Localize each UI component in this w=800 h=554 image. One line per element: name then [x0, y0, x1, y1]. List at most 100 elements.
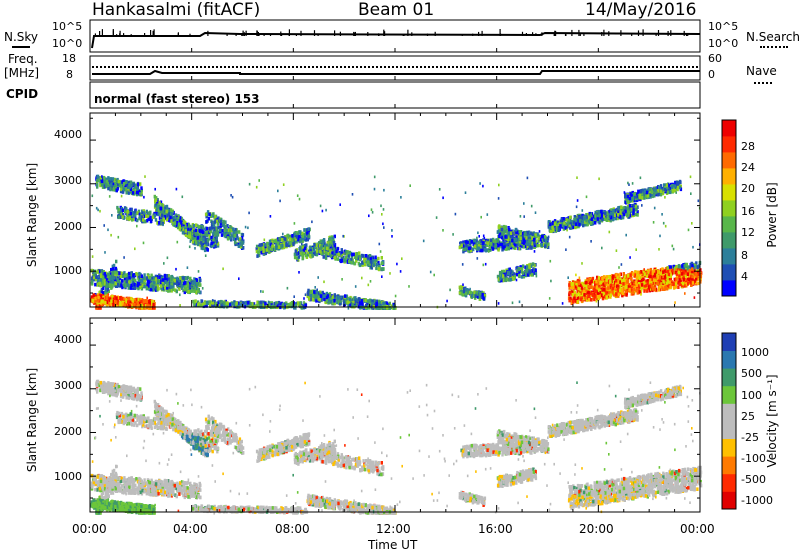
heatmap-cell — [369, 260, 373, 264]
heatmap-cell — [108, 180, 112, 185]
heatmap-cell — [162, 206, 165, 211]
heatmap-cell — [491, 247, 495, 251]
heatmap-cell — [140, 215, 143, 219]
heatmap-cell — [90, 280, 94, 284]
heatmap-cell — [123, 271, 126, 275]
heatmap-cell — [222, 301, 225, 305]
heatmap-cell — [111, 300, 115, 304]
heatmap-cell — [226, 236, 230, 241]
heatmap-cell — [110, 182, 113, 187]
heatmap-cell — [151, 215, 155, 219]
heatmap-cell — [348, 297, 352, 302]
heatmap-cell — [191, 239, 195, 244]
heatmap-cell — [170, 285, 173, 289]
heatmap-cell — [121, 279, 124, 283]
heatmap-cell — [190, 286, 193, 291]
heatmap-cell — [201, 225, 205, 229]
heatmap-cell — [216, 229, 219, 234]
heatmap-cell — [94, 296, 97, 301]
heatmap-cell — [147, 275, 150, 279]
heatmap-cell — [167, 277, 171, 281]
heatmap-cell — [94, 282, 97, 287]
heatmap-cell — [230, 234, 233, 238]
heatmap-cell — [212, 212, 215, 216]
heatmap-cell — [165, 209, 168, 214]
heatmap-cell — [134, 214, 137, 219]
heatmap-cell — [264, 301, 267, 306]
heatmap-cell — [207, 216, 211, 221]
heatmap-cell — [129, 180, 133, 185]
heatmap-cell — [315, 252, 318, 257]
heatmap-cell — [192, 223, 195, 228]
heatmap-cell — [154, 282, 157, 287]
heatmap-cell — [262, 246, 265, 250]
heatmap-cell — [163, 273, 167, 278]
heatmap-cell — [308, 254, 312, 258]
heatmap-cell — [186, 281, 189, 285]
heatmap-cell — [133, 209, 137, 213]
heatmap-cell — [117, 301, 120, 305]
heatmap-cell — [129, 211, 132, 216]
heatmap-cell — [128, 187, 131, 192]
heatmap-cell — [210, 226, 213, 230]
heatmap-cell — [142, 276, 145, 280]
heatmap-cell — [116, 279, 120, 283]
heatmap-cell — [101, 291, 105, 295]
heatmap-cell — [533, 237, 536, 242]
heatmap-cell — [203, 232, 207, 237]
heatmap-cell — [142, 214, 145, 219]
heatmap-cell — [137, 278, 141, 283]
heatmap-cell — [154, 200, 157, 205]
heatmap-cell — [278, 239, 281, 244]
heatmap-cell — [107, 289, 110, 293]
heatmap-cell — [328, 237, 331, 242]
heatmap-cell — [125, 299, 128, 304]
heatmap-cell — [361, 260, 364, 264]
heatmap-cell — [309, 293, 313, 298]
heatmap-cell — [133, 211, 136, 215]
heatmap-cell — [489, 238, 493, 242]
heatmap-cell — [145, 276, 148, 280]
heatmap-cell — [586, 222, 589, 227]
heatmap-cell — [116, 282, 119, 287]
heatmap-cell — [235, 231, 238, 235]
heatmap-cell — [307, 227, 310, 232]
heatmap-cell — [134, 278, 137, 283]
heatmap-cell — [103, 282, 106, 286]
heatmap-cell — [145, 209, 148, 214]
heatmap-cell — [148, 280, 151, 284]
heatmap-cell — [128, 271, 131, 276]
heatmap-cell — [129, 182, 133, 187]
heatmap-cell — [131, 191, 135, 195]
heatmap-cell — [544, 238, 548, 243]
heatmap-cell — [193, 280, 197, 284]
heatmap-cell — [95, 180, 99, 185]
heatmap-cell — [212, 214, 215, 218]
heatmap-cell — [372, 263, 375, 267]
heatmap-cell — [141, 283, 144, 288]
heatmap-cell — [348, 259, 351, 264]
heatmap-cell — [226, 224, 229, 228]
heatmap-cell — [205, 233, 209, 237]
heatmap-cell — [126, 214, 129, 218]
heatmap-cell — [97, 178, 100, 182]
heatmap-cell — [313, 243, 316, 247]
heatmap-cell — [136, 211, 139, 215]
heatmap-cell — [220, 299, 223, 304]
heatmap-cell — [160, 220, 163, 225]
cpid-label: CPID — [6, 87, 39, 101]
freq-trace — [92, 69, 700, 75]
heatmap-cell — [166, 214, 169, 218]
heatmap-cell — [119, 189, 123, 194]
heatmap-cell — [181, 284, 184, 289]
heatmap-cell — [222, 220, 226, 225]
heatmap-cell — [136, 192, 139, 197]
heatmap-cell — [161, 280, 164, 284]
heatmap-cell — [99, 183, 102, 188]
heatmap-cell — [355, 252, 359, 257]
heatmap-cell — [353, 261, 356, 266]
heatmap-cell — [208, 212, 211, 217]
heatmap-cell — [201, 233, 205, 237]
heatmap-cell — [170, 277, 173, 281]
heatmap-cell — [150, 217, 153, 221]
